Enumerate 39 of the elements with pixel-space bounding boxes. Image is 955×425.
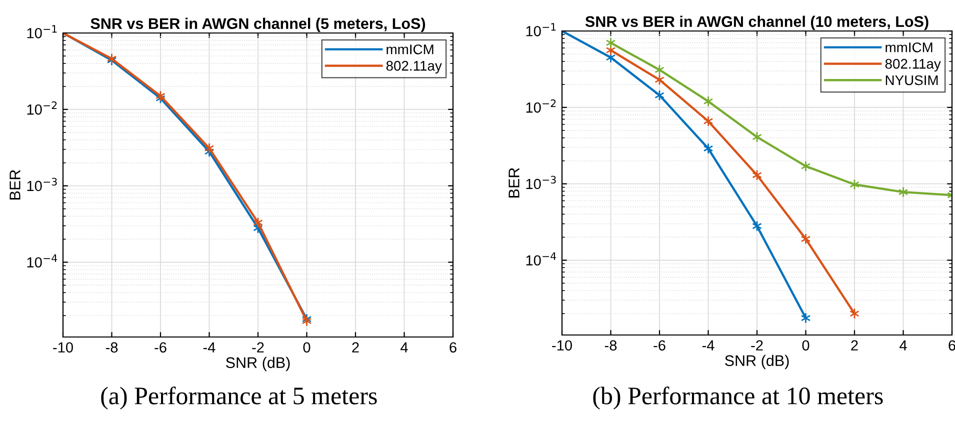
- legend-label: mmICM: [386, 44, 434, 54]
- x-tick-label: -2: [751, 340, 763, 350]
- x-axis-title: SNR (dB): [725, 354, 789, 370]
- x-tick-label: -10: [53, 342, 73, 353]
- y-tick-label: 10$^{−4}$: [27, 254, 58, 268]
- y-tick-label: 10$^{−2}$: [526, 99, 556, 113]
- x-tick-label: 4: [900, 340, 907, 350]
- text: (a) Performance at 5 meters: [101, 386, 377, 410]
- x-tick-label: -6: [654, 340, 666, 351]
- y-tick-label: 10$^{−1}$: [27, 25, 57, 38]
- legend-label: mmICM: [886, 42, 932, 52]
- y-tick-label: 10$^{−3}$: [526, 176, 556, 190]
- legend-label: 802.11ay: [885, 58, 941, 72]
- x-tick-label: -10: [552, 340, 572, 351]
- text: (b) Performance at 10 meters: [593, 386, 883, 410]
- x-tick-label: 2: [352, 342, 359, 352]
- chart-title: SNR vs BER in AWGN channel (10 meters, LoS): [585, 16, 928, 30]
- x-tick-label: 6: [948, 340, 955, 351]
- x-tick-label: 6: [450, 342, 456, 353]
- x-tick-label: -4: [203, 342, 216, 352]
- legend-label: 802.11ay: [386, 60, 442, 74]
- x-tick-label: -8: [604, 340, 617, 351]
- x-tick-label: 4: [400, 342, 408, 352]
- x-tick-label: 0: [303, 342, 310, 353]
- y-tick-label: 10$^{−2}$: [27, 101, 57, 115]
- x-tick-label: -2: [252, 342, 264, 352]
- y-tick-label: 10$^{−4}$: [526, 252, 556, 266]
- x-tick-label: -4: [702, 340, 714, 350]
- x-tick-label: -6: [154, 342, 166, 353]
- y-tick-label: 10$^{−1}$: [526, 23, 556, 36]
- chart-title: SNR vs BER in AWGN channel (5 meters, LoS): [90, 18, 426, 32]
- legend-label: NYUSIM: [886, 75, 938, 86]
- y-axis-title: BER: [10, 170, 20, 200]
- y-axis-title: BER: [508, 168, 520, 198]
- x-tick-label: 2: [851, 340, 858, 350]
- x-tick-label: -8: [106, 342, 118, 353]
- x-tick-label: 0: [802, 340, 810, 351]
- x-axis-title: SNR (dB): [226, 356, 290, 372]
- y-tick-label: 10$^{−3}$: [27, 178, 57, 192]
